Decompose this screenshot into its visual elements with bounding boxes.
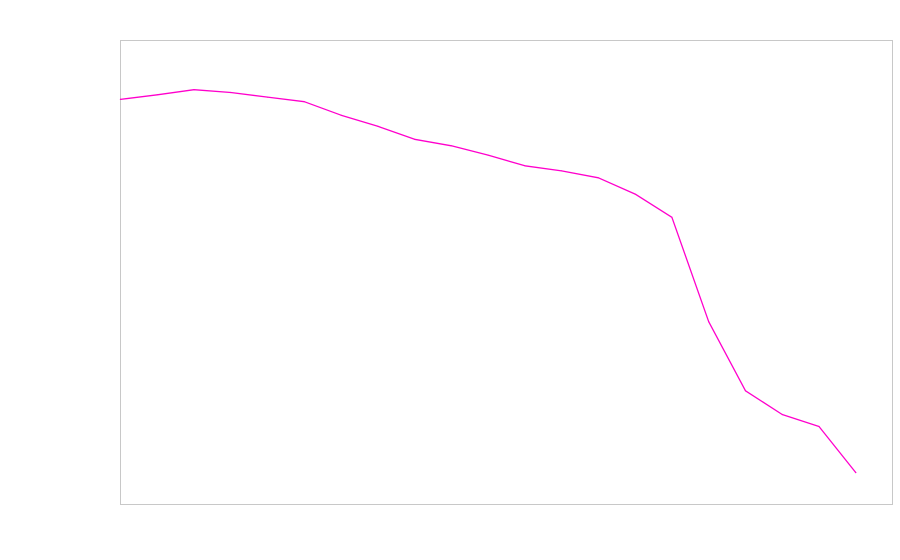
data-point	[561, 170, 563, 172]
data-point	[671, 216, 673, 218]
data-point	[597, 177, 600, 179]
data-point	[744, 390, 747, 392]
data-point	[855, 471, 857, 474]
data-point	[634, 193, 636, 195]
data-point	[340, 114, 342, 116]
data-point	[708, 321, 710, 323]
data-point	[377, 125, 379, 127]
points-layer	[119, 89, 857, 474]
data-point	[818, 425, 820, 428]
data-point	[230, 91, 232, 94]
data-point	[156, 94, 158, 96]
data-point	[414, 138, 416, 140]
data-point	[193, 89, 195, 91]
data-point	[487, 154, 489, 156]
plot-area	[120, 40, 893, 505]
data-point	[450, 145, 452, 147]
data-point	[524, 165, 526, 167]
data-point	[266, 96, 269, 98]
data-point	[303, 101, 305, 103]
data-point	[119, 98, 122, 100]
data-point	[781, 413, 783, 416]
